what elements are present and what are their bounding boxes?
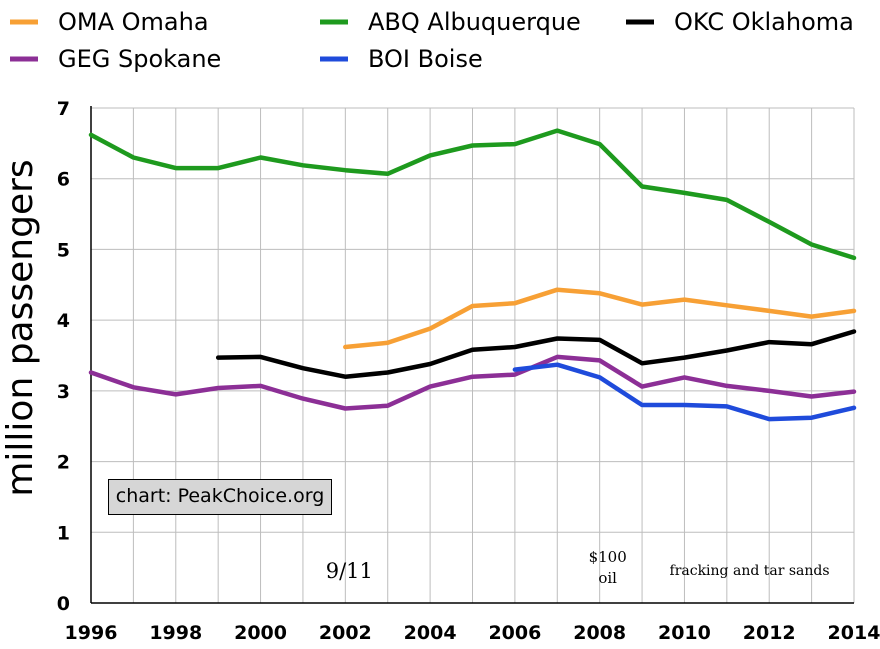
legend-label-abq: ABQ Albuquerque xyxy=(368,8,581,36)
legend-label-oma: OMA Omaha xyxy=(58,8,209,36)
chart-credit: chart: PeakChoice.org xyxy=(108,479,332,515)
y-tick-label: 0 xyxy=(57,593,70,615)
annotation-label: fracking and tar sands xyxy=(670,563,830,579)
legend-label-boi: BOI Boise xyxy=(368,45,483,73)
series-line-okc xyxy=(215,329,857,379)
legend: OMA Omaha ABQ Albuquerque OKC Oklahoma GEG … xyxy=(10,8,854,73)
x-tick-label: 2014 xyxy=(828,622,880,644)
x-tick-label: 2000 xyxy=(234,622,287,644)
y-tick-label: 5 xyxy=(57,239,70,261)
x-tick-label: 1996 xyxy=(65,622,118,644)
axes xyxy=(90,106,854,604)
y-tick-label: 1 xyxy=(57,522,70,544)
x-tick-label: 2006 xyxy=(488,622,541,644)
y-tick-label: 2 xyxy=(57,452,70,474)
x-tick-label: 2002 xyxy=(319,622,372,644)
annotation-label: 9/11 xyxy=(326,559,373,583)
y-tick-label: 6 xyxy=(57,169,70,191)
series-lines xyxy=(88,128,857,422)
grid xyxy=(91,107,855,603)
x-tick-label: 1998 xyxy=(149,622,202,644)
series-line-geg xyxy=(88,354,857,411)
tick-labels: 0 1 2 3 4 5 6 7 1996 1998 2000 2002 2004 2006 2008 2010… xyxy=(57,98,880,644)
annotation-label: oil xyxy=(598,569,617,587)
legend-label-okc: OKC Oklahoma xyxy=(674,8,854,36)
y-tick-label: 7 xyxy=(57,98,70,120)
x-tick-label: 2004 xyxy=(404,622,457,644)
series-line-oma xyxy=(343,287,857,350)
legend-label-geg: GEG Spokane xyxy=(58,45,221,73)
x-tick-label: 2008 xyxy=(573,622,626,644)
y-tick-label: 4 xyxy=(57,310,70,332)
annotations: 9/11 $100 oil fracking and tar sands xyxy=(326,548,830,587)
x-tick-label: 2010 xyxy=(658,622,711,644)
annotation-label: $100 xyxy=(589,548,627,566)
series-line-abq xyxy=(88,128,857,261)
series-line-boi xyxy=(512,362,857,422)
y-tick-label: 3 xyxy=(57,381,70,403)
y-axis-label: million passengers xyxy=(0,159,41,496)
x-tick-label: 2012 xyxy=(743,622,796,644)
